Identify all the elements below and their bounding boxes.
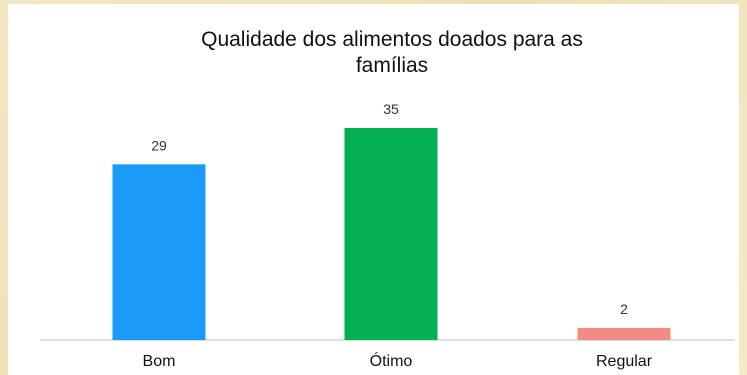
bar-1 bbox=[112, 164, 206, 340]
bars-group: 29 Bom 35 Ótimo 2 Regular bbox=[112, 101, 671, 370]
chart-title-line-1: Qualidade dos alimentos doados para as bbox=[201, 28, 583, 51]
bar-2 bbox=[344, 128, 438, 340]
data-label-3: 2 bbox=[620, 301, 628, 317]
category-label-3: Regular bbox=[596, 353, 653, 370]
category-label-2: Ótimo bbox=[370, 351, 413, 370]
data-label-2: 35 bbox=[383, 101, 399, 117]
chart-title-line-2: famílias bbox=[356, 54, 428, 77]
category-label-1: Bom bbox=[143, 353, 176, 370]
bar-3 bbox=[577, 327, 671, 340]
data-label-1: 29 bbox=[151, 137, 167, 153]
